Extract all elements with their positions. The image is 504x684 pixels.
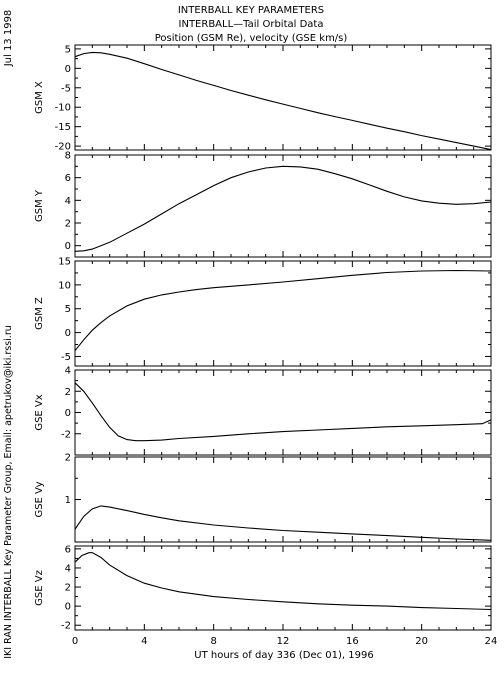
x-tick-label: 4	[141, 636, 147, 647]
y-tick-label: -15	[55, 122, 71, 133]
y-tick-label: 5	[65, 44, 71, 55]
panel-4: GSE Vx 4 2 0 -2	[34, 366, 492, 456]
panel-frame	[74, 44, 492, 151]
y-tick-label: 6	[65, 544, 71, 555]
title-line-3: Position (GSM Re), velocity (GSE km/s)	[155, 33, 348, 44]
y-tick-label: -2	[61, 621, 71, 632]
y-tick-label: -10	[55, 103, 71, 114]
y-tick-label: 2	[65, 219, 71, 230]
panel-3: GSM Z 15 10 5 0 -5	[34, 257, 492, 367]
y-axis-label: GSE Vy	[34, 481, 45, 517]
panel-5: GSE Vy 2 1	[34, 453, 492, 543]
y-tick-label: 5	[65, 304, 71, 315]
x-tick-label: 12	[277, 636, 290, 647]
y-tick-label: -2	[61, 429, 71, 440]
y-tick-label: 4	[65, 196, 71, 207]
y-axis-label: GSM X	[34, 81, 45, 114]
y-axis-label: GSM Z	[34, 297, 45, 330]
series-line	[74, 552, 492, 611]
y-tick-label: 4	[65, 366, 71, 377]
panel-1: GSM X 5 0 -5 -10 -15 -20	[34, 44, 492, 153]
y-tick-label: 6	[65, 173, 71, 184]
y-tick-label: 15	[58, 257, 71, 268]
series-line	[74, 382, 492, 442]
series-line	[74, 165, 492, 252]
y-axis-label: GSE Vx	[34, 394, 45, 430]
panel-6: GSE Vz 6 4 2 0 -2	[34, 544, 492, 632]
title-line-1: INTERBALL KEY PARAMETERS	[178, 5, 324, 16]
panel-frame	[74, 260, 492, 367]
y-tick-label: 8	[65, 151, 71, 162]
panel-2: GSM Y 8 6 4 2 0	[34, 151, 492, 258]
y-tick-label: -20	[55, 142, 71, 153]
y-tick-label: 2	[65, 387, 71, 398]
x-tick-label: 20	[415, 636, 428, 647]
y-tick-label: 0	[65, 408, 71, 419]
panel-frame	[74, 369, 492, 456]
y-tick-label: 10	[58, 280, 71, 291]
y-axis-label: GSM Y	[34, 189, 45, 222]
series-line	[74, 269, 492, 352]
panel-frame	[74, 154, 492, 258]
y-tick-label: 0	[65, 602, 71, 613]
y-tick-label: -5	[61, 83, 71, 94]
y-tick-label: 2	[65, 583, 71, 594]
figure-header: INTERBALL KEY PARAMETERS INTERBALL—Tail …	[155, 5, 348, 44]
plot-date: Jul 13 1998	[3, 10, 14, 68]
panel-frame	[74, 456, 492, 543]
y-tick-label: 0	[65, 64, 71, 75]
series-line	[74, 505, 492, 541]
x-tick-label: 0	[72, 636, 78, 647]
x-tick-label: 24	[485, 636, 498, 647]
y-tick-label: 4	[65, 563, 71, 574]
y-tick-label: 1	[65, 495, 71, 506]
y-axis-label: GSE Vz	[34, 570, 45, 606]
x-axis-label: UT hours of day 336 (Dec 01), 1996	[194, 650, 373, 661]
panel-frame	[74, 545, 492, 631]
credit-line: IKI RAN INTERBALL Key Parameter Group, E…	[3, 325, 14, 659]
y-tick-label: 2	[65, 453, 71, 464]
title-line-2: INTERBALL—Tail Orbital Data	[179, 19, 324, 30]
y-tick-label: 0	[65, 328, 71, 339]
y-tick-label: -5	[61, 352, 71, 363]
x-tick-label: 16	[346, 636, 359, 647]
y-tick-label: 0	[65, 241, 71, 252]
x-tick-label: 8	[210, 636, 216, 647]
series-line	[74, 51, 492, 151]
